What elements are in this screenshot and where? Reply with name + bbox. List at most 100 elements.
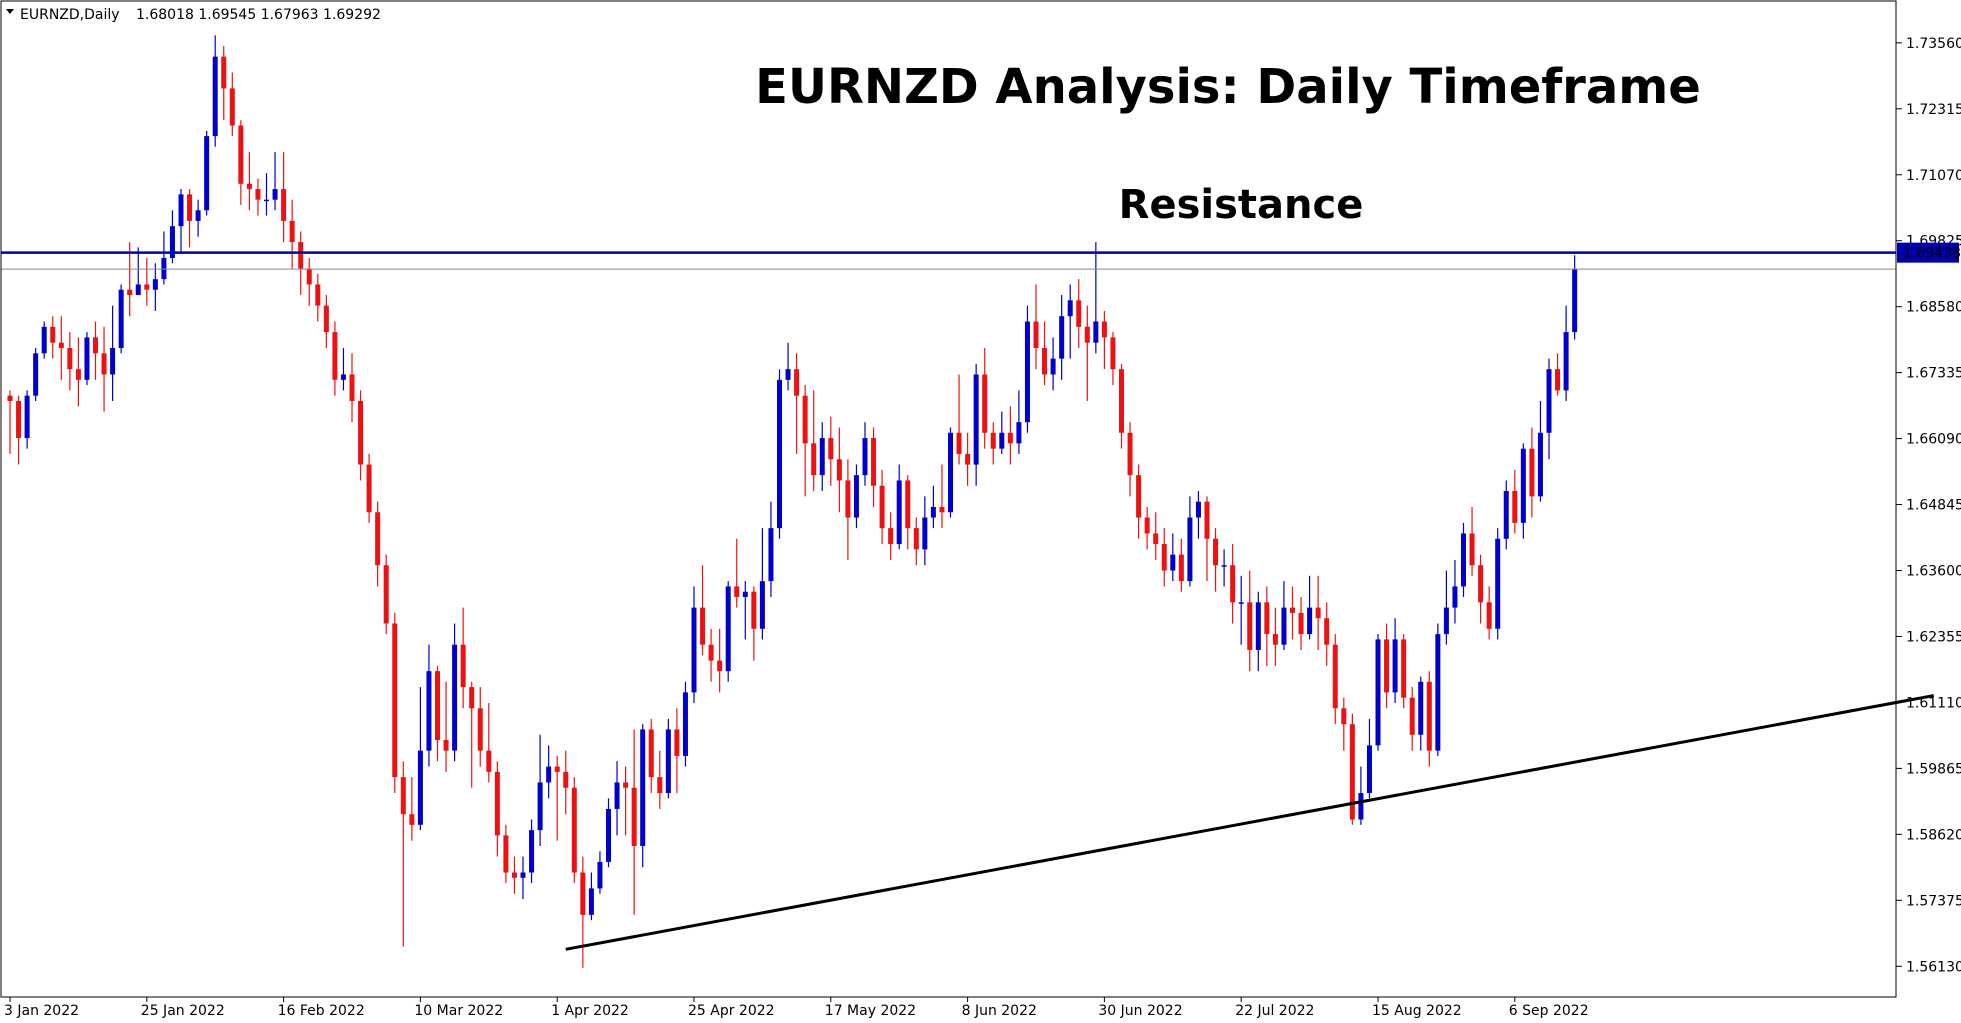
candle xyxy=(204,130,210,216)
candle xyxy=(1153,512,1159,560)
candle-body xyxy=(1358,793,1364,820)
candle-body xyxy=(1187,517,1193,582)
y-tick-label: 1.62355 xyxy=(1906,629,1961,645)
candle-body xyxy=(905,480,911,529)
candle xyxy=(503,824,509,884)
candle-body xyxy=(657,777,663,794)
candle-body xyxy=(1486,602,1492,629)
candle xyxy=(229,72,235,137)
candle xyxy=(272,151,278,211)
candle xyxy=(571,777,577,884)
candle xyxy=(93,321,98,380)
y-tick-label: 1.72315 xyxy=(1906,102,1961,118)
candle-body xyxy=(1084,326,1090,343)
candle xyxy=(1024,305,1030,433)
candle xyxy=(187,189,193,248)
x-axis: 3 Jan 2022 25 Jan 2022 16 Feb 2022 10 Mar 2… xyxy=(4,997,1589,1019)
candle-body xyxy=(1495,538,1501,629)
collapse-triangle-icon[interactable] xyxy=(6,9,14,14)
candle xyxy=(221,46,227,121)
candle xyxy=(1452,559,1458,624)
candle xyxy=(409,777,415,841)
y-tick-label: 1.63600 xyxy=(1906,564,1961,580)
candle xyxy=(41,321,47,359)
candle xyxy=(588,872,594,921)
candle xyxy=(1144,506,1150,550)
candle-body xyxy=(41,326,47,354)
candle-body xyxy=(939,506,945,513)
candle-body xyxy=(751,591,757,629)
candle xyxy=(529,819,535,884)
resistance-label: Resistance xyxy=(1119,182,1364,228)
candle-body xyxy=(1170,554,1176,571)
candle-body xyxy=(1392,639,1398,693)
candle-body xyxy=(845,480,851,518)
ascending-trend-line[interactable] xyxy=(565,694,1935,951)
candle-body xyxy=(127,289,133,296)
candle xyxy=(135,247,141,296)
candle-body xyxy=(948,432,953,513)
candle-body xyxy=(982,374,988,433)
candle-body xyxy=(1409,697,1415,735)
candle xyxy=(469,681,475,788)
y-tick-label: 1.59865 xyxy=(1906,761,1961,777)
candle-body xyxy=(246,183,252,190)
candle-body xyxy=(366,464,372,513)
candle-body xyxy=(443,740,449,751)
candle xyxy=(340,348,346,391)
candle-body xyxy=(1221,565,1227,567)
candle xyxy=(1546,358,1552,460)
candle-body xyxy=(238,125,244,184)
candle xyxy=(674,708,680,794)
candle xyxy=(1230,544,1236,624)
candle-body xyxy=(785,369,791,380)
candle-body xyxy=(187,194,193,221)
candle xyxy=(913,517,919,566)
candle-body xyxy=(1110,337,1116,370)
candle-body xyxy=(1016,422,1022,444)
candle-body xyxy=(1290,607,1295,613)
candle xyxy=(1281,581,1287,650)
candle xyxy=(700,565,706,656)
candle-body xyxy=(1307,607,1313,635)
candle-body xyxy=(1332,644,1338,709)
candle-body xyxy=(152,279,158,290)
candle xyxy=(1392,618,1398,703)
candle-body xyxy=(888,528,894,545)
candle-body xyxy=(1136,475,1142,518)
candle-body xyxy=(1247,602,1253,650)
candle xyxy=(1495,528,1501,640)
candle xyxy=(1307,575,1313,640)
candle-body xyxy=(1007,432,1013,444)
candle-body xyxy=(1119,369,1124,433)
candle xyxy=(614,761,620,836)
candle xyxy=(1221,549,1227,587)
y-axis: 1.735601.723151.710701.698251.685801.673… xyxy=(1896,36,1961,975)
x-tick-label: 30 Jun 2022 xyxy=(1098,1003,1182,1019)
candle xyxy=(161,231,167,285)
candle-body xyxy=(426,671,432,751)
candle-body xyxy=(332,332,338,380)
y-tick-label: 1.71070 xyxy=(1906,168,1961,184)
candle-body xyxy=(759,581,765,629)
candle xyxy=(1358,766,1364,825)
candle-body xyxy=(1127,432,1133,476)
candle xyxy=(1290,586,1295,640)
candle-body xyxy=(1512,491,1518,523)
candle-body xyxy=(1161,544,1167,571)
candle xyxy=(1341,697,1347,751)
candle-body xyxy=(1101,321,1107,338)
candle xyxy=(546,745,552,799)
candle-body xyxy=(990,432,996,449)
candle xyxy=(1264,586,1270,666)
candle-body xyxy=(272,189,278,200)
candle xyxy=(1529,427,1535,518)
candle xyxy=(1461,522,1466,598)
candle-body xyxy=(682,692,688,756)
candle xyxy=(777,369,782,539)
candle-body xyxy=(417,750,423,825)
x-tick-label: 6 Sep 2022 xyxy=(1509,1003,1589,1019)
candle xyxy=(520,856,526,899)
candle-body xyxy=(169,226,175,258)
